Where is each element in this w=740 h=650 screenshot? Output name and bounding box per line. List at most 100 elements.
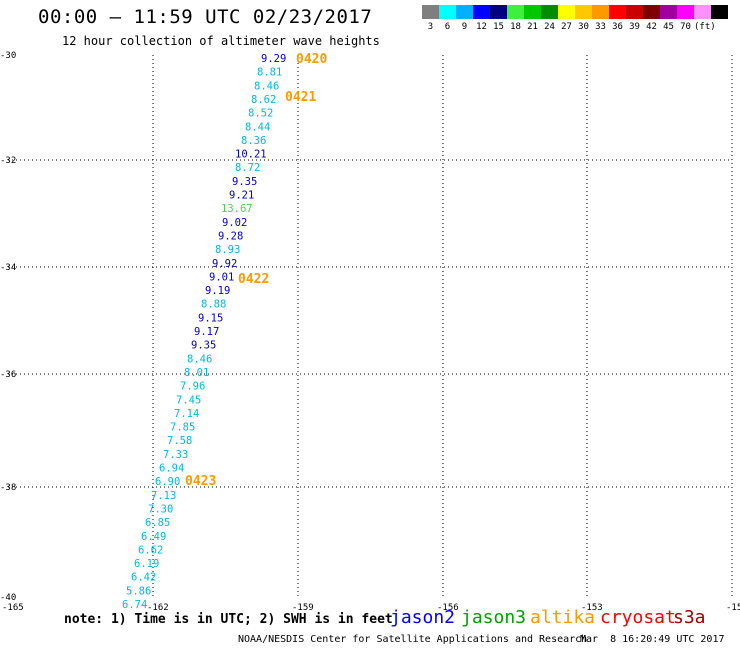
legend-label: 36	[612, 22, 623, 32]
swh-value-label: 9.21	[229, 190, 254, 202]
legend-label: 39	[629, 22, 640, 32]
legend-swatch	[694, 5, 711, 19]
legend-label: 21	[527, 22, 538, 32]
legend-label: 70	[680, 22, 691, 32]
legend-swatch	[439, 5, 456, 19]
mission-altika: altika	[530, 607, 596, 628]
lat-tick-label: -38	[0, 483, 16, 493]
legend-label: 18	[510, 22, 521, 32]
swh-value-label: 7.85	[170, 422, 195, 434]
swh-value-label: 9.02	[222, 217, 247, 229]
swh-value-label: 8.44	[245, 121, 270, 133]
swh-value-label: 6.49	[141, 531, 166, 543]
legend-label: 45	[663, 22, 674, 32]
lon-tick-label: -165	[2, 603, 24, 613]
mission-jason2: jason2	[390, 607, 456, 628]
swh-value-label: 9.35	[191, 340, 216, 352]
swh-value-label: 7.13	[151, 490, 176, 502]
legend-label: 24	[544, 22, 555, 32]
legend-label: 6	[444, 22, 451, 32]
swh-value-label: 6.94	[159, 463, 184, 475]
footer-note: note: 1) Time is in UTC; 2) SWH is in fe…	[64, 612, 393, 627]
swh-value-label: 9.15	[198, 312, 223, 324]
lon-tick-label: -15	[726, 603, 740, 613]
legend-swatch	[473, 5, 490, 19]
legend-swatch	[660, 5, 677, 19]
lat-tick-label: -40	[0, 593, 16, 603]
pass-time-label: 0423	[185, 474, 216, 489]
legend-swatch	[575, 5, 592, 19]
legend-swatch	[643, 5, 660, 19]
swh-value-label: 7.45	[176, 394, 201, 406]
swh-value-label: 5.86	[126, 585, 151, 597]
legend-label: 30	[578, 22, 589, 32]
legend-swatch	[592, 5, 609, 19]
swh-value-label: 6.74	[122, 599, 147, 611]
swh-value-label: 7.30	[148, 503, 173, 515]
pass-time-label: 0421	[285, 90, 316, 105]
legend-swatch	[609, 5, 626, 19]
swh-value-label: 7.58	[167, 435, 192, 447]
swh-value-label: 7.14	[174, 408, 199, 420]
swh-value-label: 6.19	[134, 558, 159, 570]
legend-label: 12	[476, 22, 487, 32]
legend-label: 15	[493, 22, 504, 32]
lon-tick-label: -159	[292, 603, 314, 613]
legend-swatch	[456, 5, 473, 19]
legend-swatch	[507, 5, 524, 19]
page-subtitle: 12 hour collection of altimeter wave hei…	[62, 34, 380, 48]
swh-value-label: 9.29	[261, 53, 286, 65]
legend-swatch	[677, 5, 694, 19]
pass-time-label: 0420	[296, 52, 327, 67]
lat-tick-label: -36	[0, 370, 16, 380]
legend-swatch	[541, 5, 558, 19]
color-scale-legend	[422, 5, 728, 19]
swh-value-label: 9.01	[209, 271, 234, 283]
swh-value-label: 7.33	[163, 449, 188, 461]
swh-value-label: 8.93	[215, 244, 240, 256]
swh-value-label: 8.62	[251, 94, 276, 106]
swh-value-label: 6.62	[138, 544, 163, 556]
swh-value-label: 6.90	[155, 476, 180, 488]
mission-s3a: s3a	[673, 607, 706, 628]
legend-label: (ft)	[694, 22, 716, 32]
legend-swatch	[524, 5, 541, 19]
credit-line: NOAA/NESDIS Center for Satellite Applica…	[238, 634, 588, 645]
legend-label: 27	[561, 22, 572, 32]
swh-value-label: 9.19	[205, 285, 230, 297]
legend-label: 3	[427, 22, 434, 32]
swh-value-label: 8.46	[187, 353, 212, 365]
swh-value-label: 6.42	[131, 572, 156, 584]
swh-value-label: 8.88	[201, 299, 226, 311]
mission-jason3: jason3	[461, 607, 527, 628]
lat-tick-label: -32	[0, 156, 16, 166]
legend-swatch	[558, 5, 575, 19]
swh-value-label: 6.85	[145, 517, 170, 529]
page-title: 00:00 – 11:59 UTC 02/23/2017	[38, 6, 373, 28]
swh-value-label: 8.01	[184, 367, 209, 379]
legend-label: 42	[646, 22, 657, 32]
lon-tick-label: -162	[147, 603, 169, 613]
swh-value-label: 10.21	[235, 149, 267, 161]
color-scale-labels: 3 6 9 12 15 18 21 24 27 30 33 36 39 42 45 70 (ft)	[422, 22, 740, 32]
lat-tick-label: -30	[0, 51, 16, 61]
mission-cryosat: cryosat	[600, 607, 676, 628]
swh-value-label: 9.35	[232, 176, 257, 188]
swh-value-label: 9.92	[212, 258, 237, 270]
legend-label: 33	[595, 22, 606, 32]
swh-value-label: 8.46	[254, 80, 279, 92]
generation-timestamp: Mar 8 16:20:49 UTC 2017	[580, 634, 725, 645]
swh-value-label: 13.67	[221, 203, 253, 215]
legend-label: 9	[461, 22, 468, 32]
legend-swatch	[711, 5, 728, 19]
legend-swatch	[490, 5, 507, 19]
legend-swatch	[422, 5, 439, 19]
pass-time-label: 0422	[238, 272, 269, 287]
swh-value-label: 8.52	[248, 108, 273, 120]
legend-swatch	[626, 5, 643, 19]
swh-value-label: 9.17	[194, 326, 219, 338]
swh-value-label: 8.36	[241, 135, 266, 147]
lat-tick-label: -34	[0, 263, 16, 273]
swh-value-label: 9.28	[218, 230, 243, 242]
